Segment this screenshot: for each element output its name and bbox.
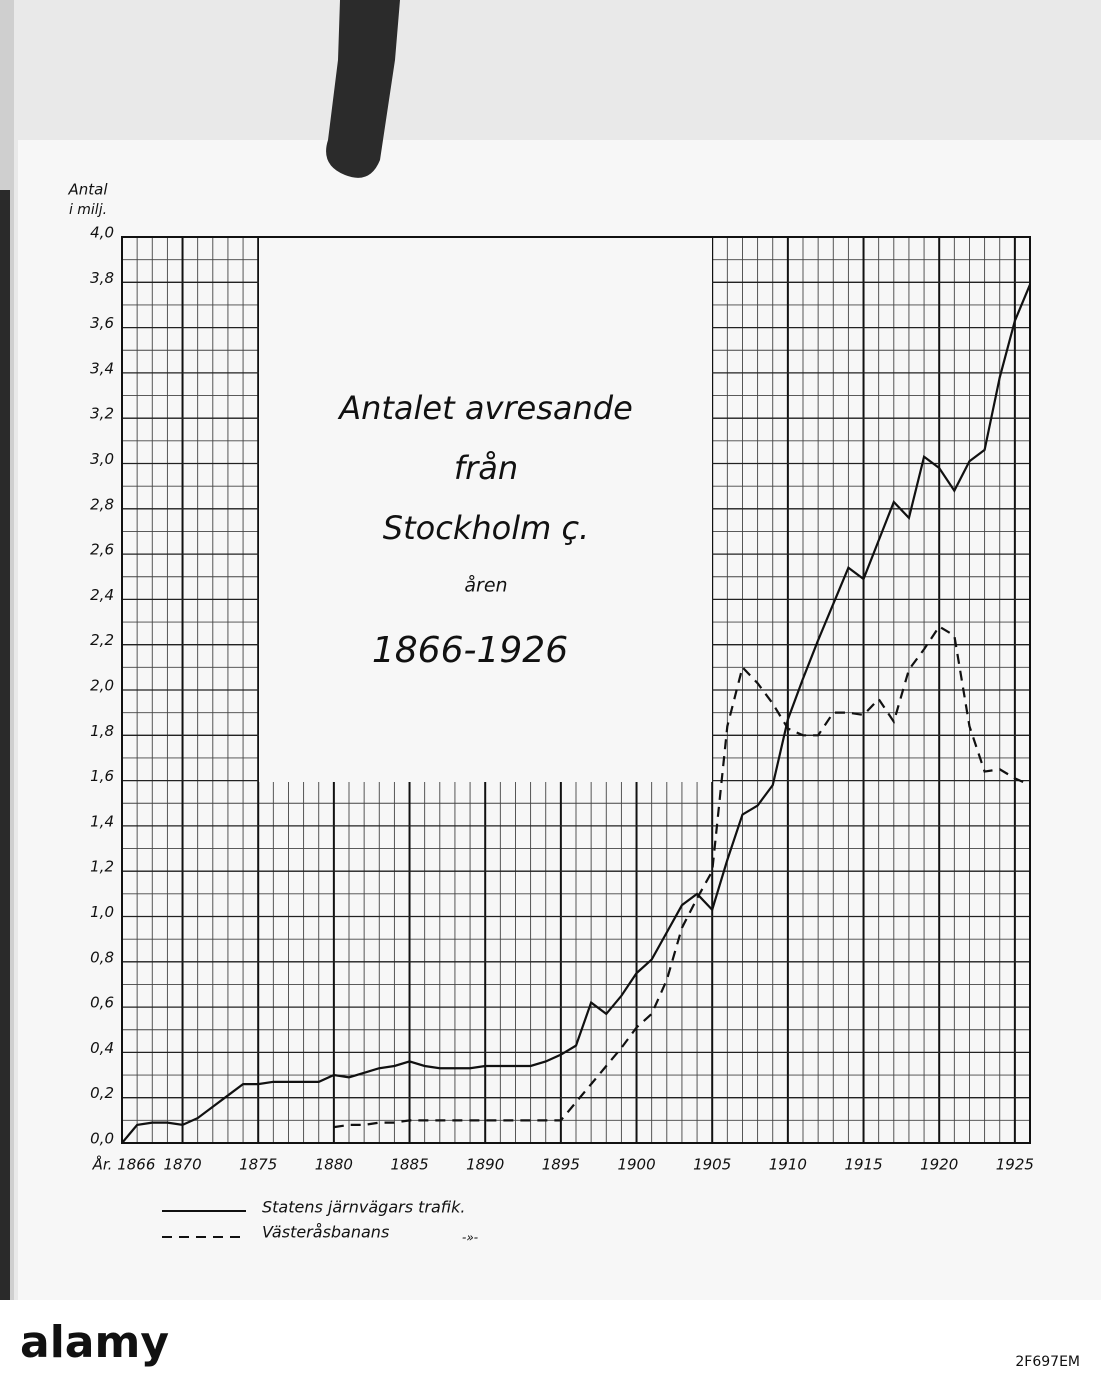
x-tick-label: 1890 xyxy=(466,1156,504,1174)
watermark-logo: alamy xyxy=(20,1317,169,1368)
y-tick-label: 2,2 xyxy=(90,631,114,649)
y-label: Antal xyxy=(67,181,108,199)
legend-label: Statens järnvägars trafik. xyxy=(262,1198,465,1217)
x-tick-label: 1880 xyxy=(315,1156,353,1174)
series-line xyxy=(121,284,1032,1144)
title: Stockholm ç. xyxy=(383,509,589,547)
plot-frame xyxy=(121,236,1031,1144)
y-tick-label: 2,8 xyxy=(90,495,114,513)
paper-edge-dark xyxy=(0,190,10,1300)
y-tick-label: 3,0 xyxy=(90,450,114,468)
x-tick-label: 1895 xyxy=(542,1156,580,1174)
x-tick-label: 1910 xyxy=(769,1156,807,1174)
y-tick-label: 4,0 xyxy=(90,224,114,242)
y-tick-label: 1,4 xyxy=(90,812,114,830)
y-tick-label: 2,4 xyxy=(90,586,114,604)
watermark-band xyxy=(0,1300,1101,1390)
y-tick-label: 1,2 xyxy=(90,858,114,876)
x-tick-label: 1925 xyxy=(996,1156,1034,1174)
y-tick-label: 0,6 xyxy=(90,994,114,1012)
y-tick-label: 0,0 xyxy=(90,1130,114,1148)
y-label: i milj. xyxy=(69,202,107,218)
watermark-id: 2F697EM xyxy=(1015,1354,1080,1370)
y-tick-label: 3,4 xyxy=(90,359,114,377)
x-tick-label: År. 1866 xyxy=(92,1155,156,1174)
x-tick-label: 1885 xyxy=(390,1156,428,1174)
x-tick-label: 1900 xyxy=(617,1156,655,1174)
series-line xyxy=(333,625,1031,1129)
y-tick-label: 3,6 xyxy=(90,314,114,332)
y-tick-label: 0,2 xyxy=(90,1084,114,1102)
y-tick-label: 0,8 xyxy=(90,948,114,966)
y-tick-label: 0,4 xyxy=(90,1039,114,1057)
y-tick-label: 3,2 xyxy=(90,405,114,423)
y-tick-label: 1,6 xyxy=(90,767,114,785)
y-tick-label: 3,8 xyxy=(90,269,114,287)
x-tick-label: 1915 xyxy=(844,1156,882,1174)
title-box xyxy=(259,238,712,782)
y-tick-label: 2,0 xyxy=(90,677,114,695)
x-tick-label: 1905 xyxy=(693,1156,731,1174)
legend-label: Västeråsbanans xyxy=(262,1223,389,1242)
x-tick-label: 1920 xyxy=(920,1156,958,1174)
y-tick-label: 2,6 xyxy=(90,541,114,559)
title: från xyxy=(454,449,518,487)
clip xyxy=(326,0,400,178)
x-tick-label: 1875 xyxy=(239,1156,277,1174)
y-tick-label: 1,0 xyxy=(90,903,114,921)
legend-ditto: -»- xyxy=(462,1231,478,1245)
title: Antalet avresande xyxy=(337,389,633,427)
title: åren xyxy=(464,574,507,597)
plot: År. 1866 1870 1875 1880 1885 1890 1895 1900 1905… xyxy=(90,224,1034,1174)
title: 1866-1926 xyxy=(372,630,568,671)
y-tick-label: 1,8 xyxy=(90,722,114,740)
x-tick-label: 1870 xyxy=(163,1156,201,1174)
